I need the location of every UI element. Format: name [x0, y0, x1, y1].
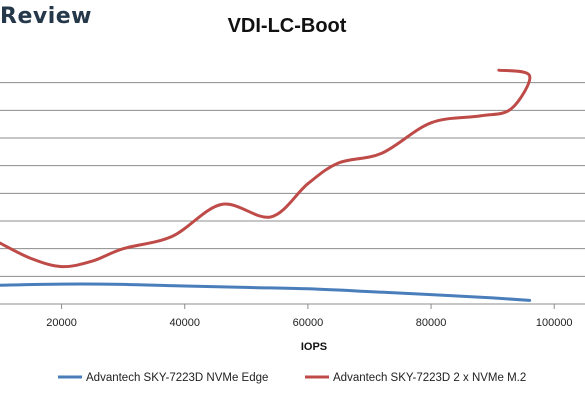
x-tick-label: 40000 — [169, 317, 200, 329]
x-tick-label: 20000 — [46, 317, 77, 329]
legend: Advantech SKY-7223D NVMe Edge Advantech S… — [58, 372, 526, 384]
x-tick-label: 60000 — [293, 317, 324, 329]
x-tick-label: 80000 — [416, 317, 447, 329]
chart-title: VDI-LC-Boot — [228, 15, 347, 37]
series-line-2 — [0, 68, 532, 269]
gridlines — [0, 82, 585, 277]
x-tick-label: 100000 — [536, 317, 573, 329]
x-axis-label: IOPS — [301, 341, 327, 353]
series-line-1 — [0, 282, 532, 302]
x-axis-ticks: 20000 40000 60000 80000 100000 — [46, 304, 573, 329]
brand-logo-text: Review — [0, 4, 92, 29]
series-layer — [0, 68, 532, 302]
legend-label-2: Advantech SKY-7223D 2 x NVMe M.2 — [333, 372, 526, 384]
legend-label-1: Advantech SKY-7223D NVMe Edge — [86, 372, 268, 384]
